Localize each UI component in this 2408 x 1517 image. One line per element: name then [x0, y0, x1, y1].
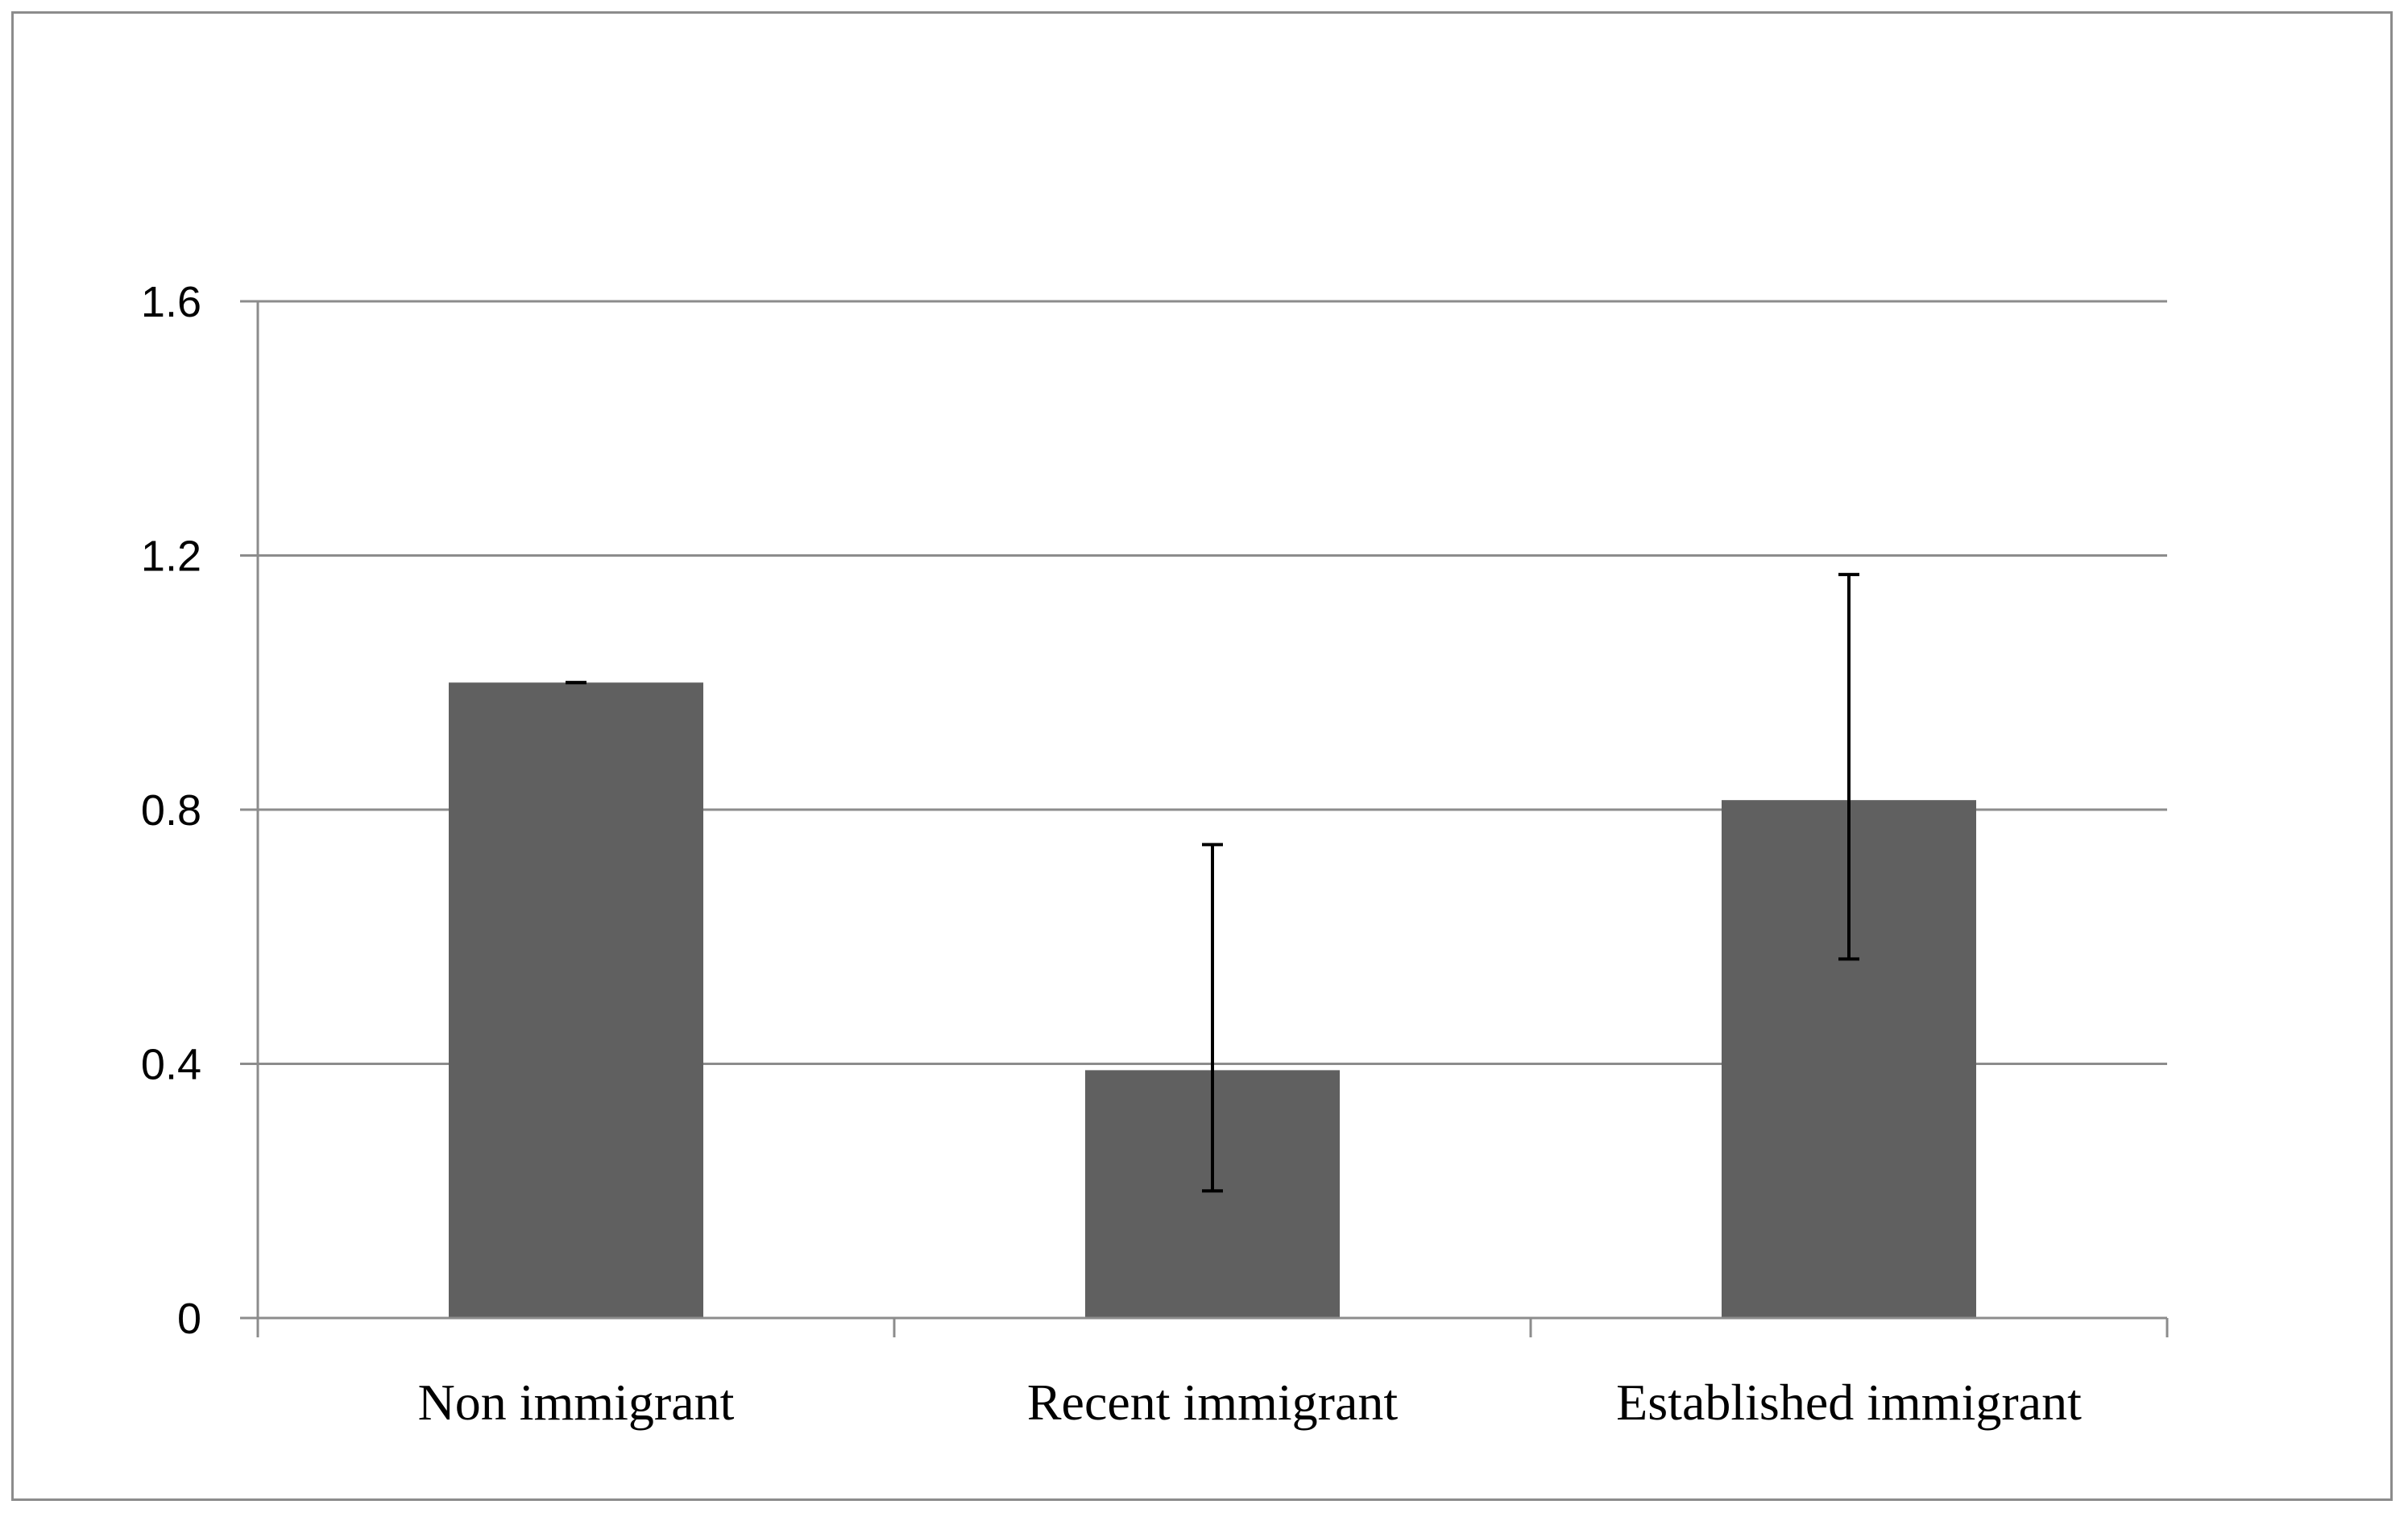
bar — [449, 682, 703, 1318]
y-tick-label: 1.6 — [141, 278, 201, 326]
y-tick-label: 0 — [177, 1295, 201, 1343]
y-tick-label: 0.4 — [141, 1041, 201, 1089]
y-tick-label: 1.2 — [141, 533, 201, 581]
error-bars — [566, 573, 1859, 1193]
x-tick-label: Established immigrant — [1616, 1374, 2082, 1431]
x-tick-label: Recent immigrant — [1027, 1374, 1399, 1431]
x-tick-label: Non immigrant — [418, 1374, 735, 1431]
y-tick-label: 0.8 — [141, 786, 201, 835]
tick-labels: 0 0.4 0.8 1.2 1.6 Non immigrant Recent immigra… — [141, 278, 2082, 1431]
axes — [240, 300, 2169, 1337]
